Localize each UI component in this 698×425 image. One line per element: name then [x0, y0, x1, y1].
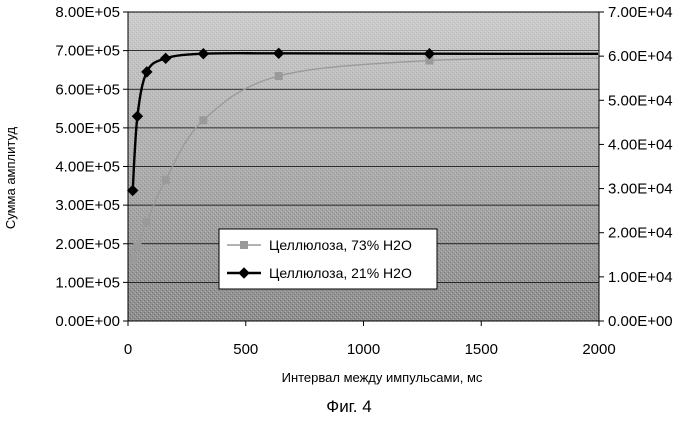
- y2-tick-label: 5.00E+04: [608, 92, 673, 109]
- y2-tick-label: 0.00E+00: [608, 313, 673, 330]
- y2-tick-label: 3.00E+04: [608, 181, 673, 198]
- y2-tick-label: 1.00E+04: [608, 269, 673, 286]
- data-point: [275, 73, 282, 80]
- y-tick-label: 1.00E+05: [55, 274, 120, 291]
- y-tick-label: 4.00E+05: [55, 159, 120, 176]
- y-tick-label: 8.00E+05: [55, 4, 120, 21]
- y2-tick-label: 6.00E+04: [608, 48, 673, 65]
- x-tick-label: 0: [124, 341, 132, 358]
- y-tick-label: 5.00E+05: [55, 120, 120, 137]
- legend-label: Целлюлоза, 21% H2O: [269, 265, 412, 281]
- data-point: [134, 242, 141, 249]
- figure-caption: Фиг. 4: [0, 397, 698, 417]
- y2-tick-label: 2.00E+04: [608, 225, 673, 242]
- y-tick-label: 7.00E+05: [55, 43, 120, 60]
- y-tick-label: 0.00E+00: [55, 313, 120, 330]
- y-axis-label: Сумма амплитуд: [3, 126, 18, 229]
- y-tick-label: 6.00E+05: [55, 81, 120, 98]
- data-point: [162, 176, 169, 183]
- legend: Целлюлоза, 73% H2O Целлюлоза, 21% H2O: [219, 229, 437, 289]
- x-tick-label: 1500: [465, 341, 498, 358]
- x-tick-label: 500: [233, 341, 258, 358]
- y2-tick-label: 7.00E+04: [608, 4, 673, 21]
- y2-tick-label: 4.00E+04: [608, 136, 673, 153]
- x-axis-label: Интервал между импульсами, мс: [282, 370, 483, 385]
- x-tick-label: 2000: [582, 341, 615, 358]
- data-point: [143, 218, 150, 225]
- legend-label: Целлюлоза, 73% H2O: [269, 237, 412, 253]
- chart: 0.00E+00 1.00E+05 2.00E+05 3.00E+05 4.00E+05…: [0, 0, 698, 395]
- y-tick-label: 3.00E+05: [55, 197, 120, 214]
- legend-swatch-marker: [241, 242, 248, 249]
- data-point: [200, 117, 207, 124]
- x-tick-label: 1000: [347, 341, 380, 358]
- y-tick-label: 2.00E+05: [55, 236, 120, 253]
- data-point: [129, 256, 136, 263]
